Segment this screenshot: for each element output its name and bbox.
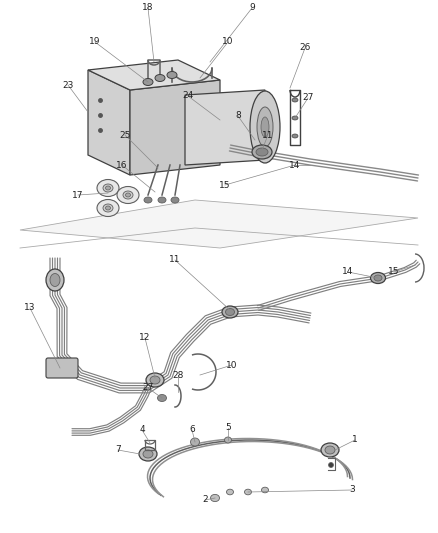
Ellipse shape	[252, 145, 272, 159]
Polygon shape	[88, 70, 130, 175]
Text: 18: 18	[142, 4, 154, 12]
Ellipse shape	[155, 75, 165, 82]
Ellipse shape	[144, 197, 152, 203]
Ellipse shape	[150, 376, 160, 384]
Text: 26: 26	[299, 44, 311, 52]
Ellipse shape	[371, 272, 385, 284]
Text: 10: 10	[226, 360, 238, 369]
Text: 11: 11	[262, 131, 274, 140]
Ellipse shape	[328, 463, 333, 467]
Ellipse shape	[191, 438, 199, 446]
Ellipse shape	[226, 309, 234, 316]
Ellipse shape	[292, 134, 298, 138]
Ellipse shape	[126, 193, 131, 197]
Text: 13: 13	[24, 303, 36, 312]
Ellipse shape	[106, 186, 110, 190]
Ellipse shape	[374, 275, 382, 281]
Ellipse shape	[261, 117, 269, 137]
Ellipse shape	[321, 443, 339, 457]
Ellipse shape	[123, 191, 133, 199]
Text: 16: 16	[116, 160, 128, 169]
Ellipse shape	[211, 495, 219, 502]
FancyBboxPatch shape	[46, 358, 78, 378]
Ellipse shape	[146, 373, 164, 387]
Text: 7: 7	[115, 446, 121, 455]
Polygon shape	[88, 60, 220, 90]
Text: 12: 12	[139, 334, 151, 343]
Ellipse shape	[222, 306, 238, 318]
Ellipse shape	[50, 273, 60, 287]
Ellipse shape	[143, 450, 153, 458]
Text: 27: 27	[142, 384, 154, 392]
Ellipse shape	[158, 197, 166, 203]
Text: 28: 28	[172, 370, 184, 379]
Text: 23: 23	[62, 80, 74, 90]
Ellipse shape	[250, 91, 280, 163]
Ellipse shape	[292, 116, 298, 120]
Ellipse shape	[244, 489, 251, 495]
Ellipse shape	[117, 187, 139, 204]
Text: 14: 14	[343, 268, 354, 277]
Text: 17: 17	[72, 190, 84, 199]
Text: 11: 11	[169, 255, 181, 264]
Text: 1: 1	[352, 435, 358, 445]
Text: 14: 14	[290, 160, 301, 169]
Ellipse shape	[171, 197, 179, 203]
Text: 6: 6	[189, 425, 195, 434]
Text: 2: 2	[202, 496, 208, 505]
Ellipse shape	[167, 71, 177, 78]
Text: 8: 8	[235, 111, 241, 120]
Text: 15: 15	[388, 268, 400, 277]
Text: 24: 24	[182, 92, 194, 101]
Polygon shape	[185, 90, 265, 165]
Ellipse shape	[97, 180, 119, 197]
Ellipse shape	[292, 98, 298, 102]
Ellipse shape	[225, 437, 232, 443]
Text: 19: 19	[89, 37, 101, 46]
Ellipse shape	[46, 269, 64, 291]
Ellipse shape	[103, 184, 113, 192]
Text: 27: 27	[302, 93, 314, 102]
Ellipse shape	[97, 199, 119, 216]
Polygon shape	[130, 80, 220, 175]
Text: 25: 25	[119, 131, 131, 140]
Ellipse shape	[256, 148, 268, 156]
Ellipse shape	[103, 204, 113, 212]
Ellipse shape	[261, 487, 268, 493]
Text: 9: 9	[249, 4, 255, 12]
Ellipse shape	[257, 107, 273, 147]
Ellipse shape	[143, 78, 153, 85]
Ellipse shape	[139, 447, 157, 461]
Text: 10: 10	[222, 37, 234, 46]
Text: 15: 15	[219, 181, 231, 190]
Text: 3: 3	[349, 486, 355, 495]
Text: 4: 4	[139, 425, 145, 434]
Ellipse shape	[226, 489, 233, 495]
Text: 5: 5	[225, 424, 231, 432]
Ellipse shape	[158, 394, 166, 401]
Ellipse shape	[106, 206, 110, 210]
Polygon shape	[20, 200, 418, 248]
Ellipse shape	[325, 446, 335, 454]
